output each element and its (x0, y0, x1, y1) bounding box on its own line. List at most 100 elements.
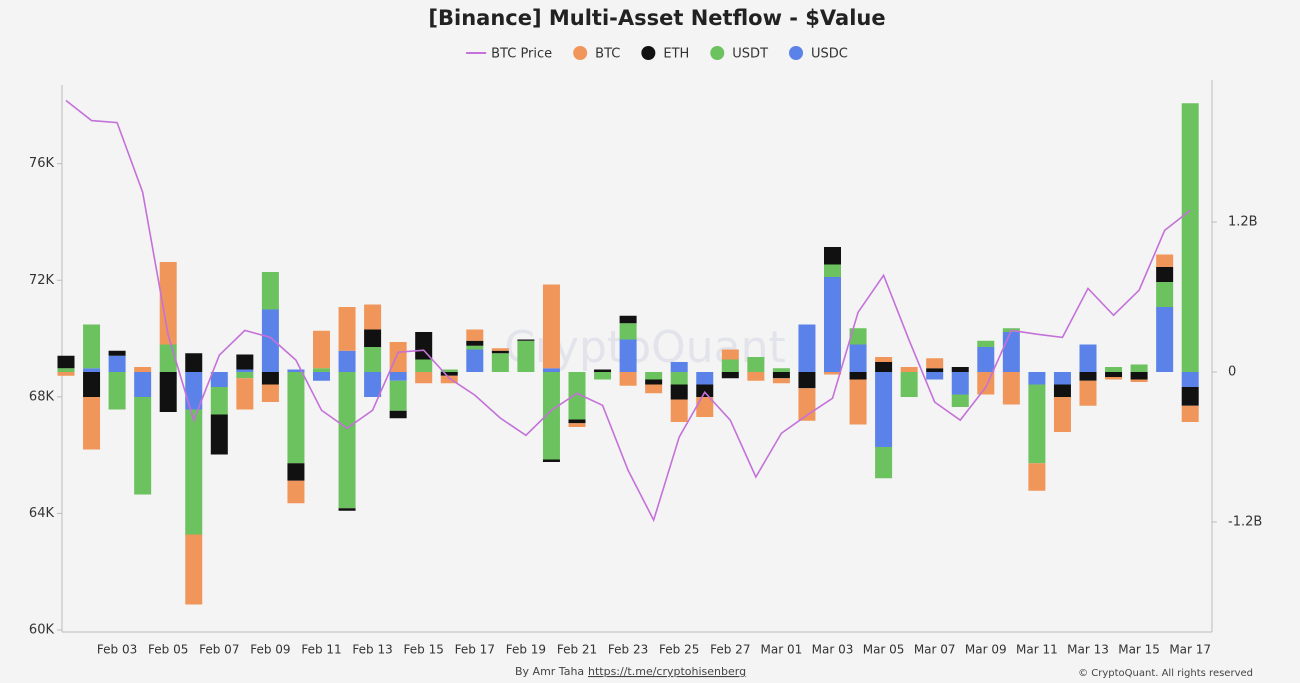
bar-segment (57, 355, 75, 369)
bar-segment (287, 480, 305, 504)
bar-segment (747, 372, 765, 381)
y2-tick-label: 0 (1228, 365, 1236, 380)
bar-segment (926, 368, 944, 372)
bar-segment (670, 384, 688, 400)
bar-segment (542, 459, 560, 462)
bar-segment (491, 348, 509, 351)
legend-label: BTC (595, 47, 620, 62)
bar-segment (440, 375, 458, 384)
bar-segment (926, 372, 944, 380)
x-tick-label: Feb 03 (97, 643, 137, 657)
x-tick-label: Mar 13 (1067, 643, 1109, 657)
bar-segment (57, 368, 75, 372)
bar-segment (134, 397, 152, 495)
bar-segment (287, 369, 305, 372)
bar-segment (466, 345, 484, 350)
bar-segment (185, 409, 203, 535)
bar-segment (491, 353, 509, 372)
bar-segment (313, 368, 330, 372)
bar-segment (261, 372, 279, 385)
bar-segment (364, 304, 382, 330)
bar-segment (440, 369, 458, 372)
copyright: © CryptoQuant. All rights reserved (1078, 668, 1253, 679)
bar-segment (849, 344, 867, 372)
bar-segment (159, 344, 177, 372)
x-tick-label: Mar 07 (914, 643, 956, 657)
bar-segment (1079, 344, 1097, 372)
bar-segment (849, 328, 867, 345)
bar-segment (1002, 372, 1020, 405)
bar-segment (236, 354, 254, 370)
x-tick-label: Mar 15 (1118, 643, 1160, 657)
bar-segment (721, 359, 739, 372)
legend-item: BTC Price (466, 47, 552, 62)
bar-segment (261, 384, 279, 402)
bar-segment (108, 350, 126, 356)
x-tick-label: Feb 11 (301, 643, 341, 657)
x-tick-label: Feb 19 (506, 643, 546, 657)
bar-segment (313, 330, 330, 369)
bar-segment (338, 372, 356, 509)
bar-segment (389, 372, 407, 381)
bar-segment (1079, 380, 1097, 406)
legend-label: USDC (811, 47, 848, 62)
bar-segment (466, 340, 484, 346)
legend-swatch (573, 46, 588, 60)
bar-segment (466, 329, 484, 341)
bar-segment (159, 262, 177, 345)
bar-segment (83, 368, 101, 372)
bar-segment (1053, 384, 1071, 397)
bar-segment (389, 342, 407, 372)
bar-segment (185, 353, 203, 372)
bar-segment (542, 372, 560, 460)
x-tick-label: Feb 25 (659, 643, 699, 657)
bar-segment (134, 372, 152, 397)
bar-segment (542, 284, 560, 369)
bar-segment (568, 419, 586, 424)
bar-segment (517, 339, 535, 341)
y-tick-label: 76K (29, 156, 55, 171)
x-tick-label: Feb 09 (250, 643, 290, 657)
bar-segment (491, 350, 509, 354)
bar-segment (568, 372, 586, 420)
bar-segment (900, 372, 918, 397)
bar-segment (210, 387, 228, 415)
legend-label: ETH (663, 47, 689, 62)
legend-swatch (789, 46, 804, 60)
price-line (65, 99, 1191, 523)
bar-segment (824, 247, 841, 265)
bar-segment (287, 372, 305, 464)
bar-segment (313, 372, 330, 381)
legend-swatch (710, 46, 725, 60)
bar-segment (185, 372, 203, 410)
bar-segment (415, 359, 433, 372)
bar-segment (772, 372, 790, 379)
credit: By Amr Taha (515, 665, 584, 678)
bar-segment (670, 372, 688, 385)
x-tick-label: Feb 07 (199, 643, 239, 657)
credit-link[interactable]: https://t.me/cryptohisenberg (588, 665, 746, 678)
bar-segment (236, 378, 254, 410)
bar-segment (338, 508, 356, 511)
bar-segment (389, 380, 407, 411)
bar-segment (645, 384, 663, 394)
bar-segment (772, 378, 790, 384)
bar-segment (900, 367, 918, 372)
bar-segment (236, 369, 254, 372)
bar-segment (1130, 372, 1148, 380)
legend-label: USDT (732, 47, 768, 62)
x-tick-label: Feb 13 (352, 643, 392, 657)
y-tick-label: 64K (29, 506, 55, 521)
bar-segment (210, 414, 228, 455)
bar-segment (83, 397, 101, 450)
y-tick-label: 68K (29, 389, 55, 404)
x-tick-label: Feb 21 (557, 643, 597, 657)
bar-segment (670, 399, 688, 422)
bar-segment (261, 309, 279, 372)
bar-segment (542, 368, 560, 372)
bar-segment (83, 372, 101, 397)
bar-segment (824, 372, 841, 375)
x-tick-label: Feb 05 (148, 643, 188, 657)
bar-segment (1053, 397, 1071, 432)
